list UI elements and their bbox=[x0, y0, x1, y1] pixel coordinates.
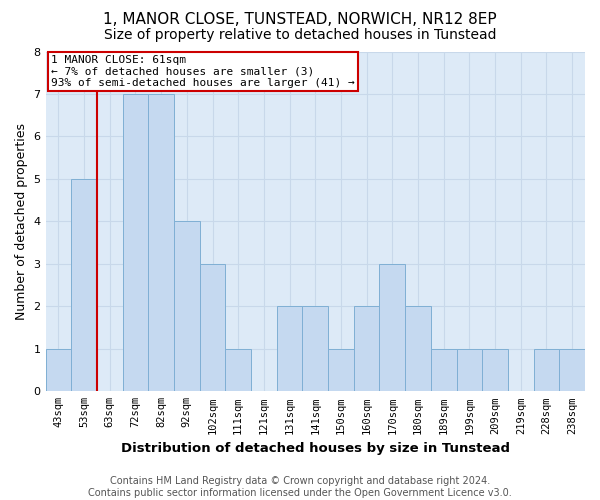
Bar bbox=[431, 349, 457, 392]
Text: Contains HM Land Registry data © Crown copyright and database right 2024.
Contai: Contains HM Land Registry data © Crown c… bbox=[88, 476, 512, 498]
Text: 1, MANOR CLOSE, TUNSTEAD, NORWICH, NR12 8EP: 1, MANOR CLOSE, TUNSTEAD, NORWICH, NR12 … bbox=[103, 12, 497, 28]
Bar bbox=[482, 349, 508, 392]
Bar bbox=[174, 222, 200, 392]
Bar bbox=[226, 349, 251, 392]
Bar bbox=[328, 349, 354, 392]
Bar bbox=[379, 264, 405, 392]
Bar bbox=[148, 94, 174, 392]
Bar bbox=[200, 264, 226, 392]
Bar bbox=[457, 349, 482, 392]
Text: Size of property relative to detached houses in Tunstead: Size of property relative to detached ho… bbox=[104, 28, 496, 42]
Text: 1 MANOR CLOSE: 61sqm
← 7% of detached houses are smaller (3)
93% of semi-detache: 1 MANOR CLOSE: 61sqm ← 7% of detached ho… bbox=[51, 55, 355, 88]
Bar bbox=[122, 94, 148, 392]
Bar bbox=[533, 349, 559, 392]
Bar bbox=[405, 306, 431, 392]
Bar bbox=[354, 306, 379, 392]
Y-axis label: Number of detached properties: Number of detached properties bbox=[15, 123, 28, 320]
Bar bbox=[46, 349, 71, 392]
X-axis label: Distribution of detached houses by size in Tunstead: Distribution of detached houses by size … bbox=[121, 442, 510, 455]
Bar bbox=[71, 179, 97, 392]
Bar bbox=[277, 306, 302, 392]
Bar bbox=[302, 306, 328, 392]
Bar bbox=[559, 349, 585, 392]
